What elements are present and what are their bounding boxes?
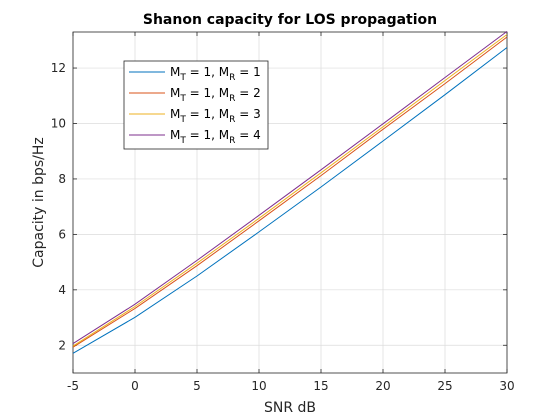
x-tick-label: 5 xyxy=(193,379,201,393)
x-tick-label: 15 xyxy=(313,379,328,393)
legend-text-part: M xyxy=(170,128,180,142)
legend-subscript: R xyxy=(229,136,235,146)
x-tick-label: 20 xyxy=(375,379,390,393)
legend-text-part: M xyxy=(170,65,180,79)
legend-text-part: = 3 xyxy=(235,107,260,121)
x-tick-label: 30 xyxy=(499,379,514,393)
legend-subscript: T xyxy=(179,73,186,83)
y-tick-label: 8 xyxy=(58,172,66,186)
plot-area xyxy=(72,31,508,374)
legend-text-part: = 2 xyxy=(235,86,260,100)
legend-text-part: = 4 xyxy=(235,128,260,142)
legend-text-part: = 1, M xyxy=(186,65,229,79)
x-tick-label: -5 xyxy=(67,379,79,393)
x-tick-label: 10 xyxy=(251,379,266,393)
legend-subscript: R xyxy=(229,94,235,104)
y-axis-label: Capacity in bps/Hz xyxy=(31,137,47,268)
series-line-3 xyxy=(72,34,508,347)
x-axis-label: SNR dB xyxy=(264,400,316,416)
series-line-2 xyxy=(72,36,508,348)
x-tick-label: 0 xyxy=(131,379,139,393)
legend-entry-4: MT = 1, MR = 4 xyxy=(170,128,261,146)
legend-text-part: M xyxy=(170,86,180,100)
axis-ticks: -5 0 5 10 15 20 25 30 2 4 6 8 10 12 xyxy=(51,32,515,393)
x-tick-label: 25 xyxy=(437,379,452,393)
legend-text-part: = 1, M xyxy=(186,128,229,142)
y-tick-label: 2 xyxy=(58,338,66,352)
legend-entry-3: MT = 1, MR = 3 xyxy=(170,107,261,125)
legend-subscript: R xyxy=(229,73,235,83)
legend-text-part: = 1 xyxy=(235,65,260,79)
legend-text-part: = 1, M xyxy=(186,86,229,100)
legend-subscript: T xyxy=(179,115,186,125)
series-line-4 xyxy=(72,30,508,345)
legend-text-part: M xyxy=(170,107,180,121)
y-tick-label: 10 xyxy=(51,116,66,130)
legend-subscript: R xyxy=(229,115,235,125)
series-lines xyxy=(72,30,508,354)
legend-entry-2: MT = 1, MR = 2 xyxy=(170,86,261,104)
legend: MT = 1, MR = 1MT = 1, MR = 2MT = 1, MR =… xyxy=(123,60,269,150)
y-tick-label: 6 xyxy=(58,227,66,241)
series-line-1 xyxy=(72,47,508,354)
y-tick-label: 12 xyxy=(51,61,66,75)
legend-subscript: T xyxy=(179,94,186,104)
chart-title: Shanon capacity for LOS propagation xyxy=(143,12,437,28)
legend-text-part: = 1, M xyxy=(186,107,229,121)
grid xyxy=(72,32,508,373)
y-tick-label: 4 xyxy=(58,283,66,297)
legend-entry-1: MT = 1, MR = 1 xyxy=(170,65,261,83)
legend-subscript: T xyxy=(179,136,186,146)
legend-box xyxy=(123,60,269,150)
